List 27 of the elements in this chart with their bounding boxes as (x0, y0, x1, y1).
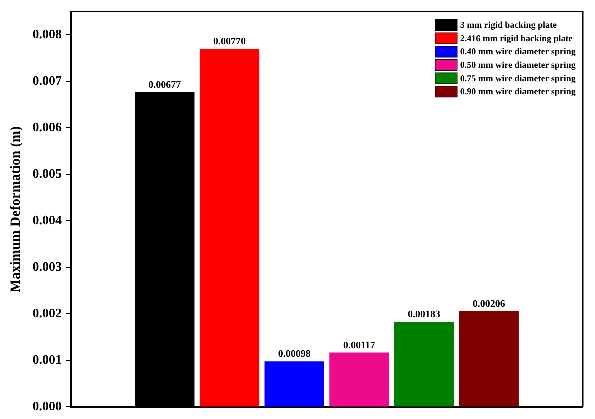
legend-label: 0.90 mm wire diameter spring (460, 86, 576, 97)
bar (459, 311, 519, 407)
data-label: 0.00117 (343, 340, 376, 352)
y-axis-title: Maximum Deformation (m) (9, 126, 24, 293)
legend-label: 3 mm rigid backing plate (460, 20, 557, 30)
y-tick-label: 0.008 (32, 26, 63, 42)
y-tick-label: 0.005 (32, 166, 63, 181)
legend-label: 0.40 mm wire diameter spring (460, 46, 576, 57)
data-label: 0.00183 (408, 310, 441, 321)
y-tick-label: 0.002 (32, 306, 62, 321)
legend-label: 2.416 mm rigid backing plate (460, 33, 573, 44)
bar (394, 322, 454, 407)
y-tick-label: 0.000 (32, 398, 62, 414)
y-tick-label: 0.007 (32, 72, 63, 88)
legend-label: 0.50 mm wire diameter spring (460, 60, 576, 70)
data-label: 0.00206 (472, 298, 506, 310)
bar (264, 362, 324, 407)
legend-label: 0.75 mm wire diameter spring (460, 73, 576, 84)
y-tick-label: 0.003 (32, 259, 63, 274)
y-tick-label: 0.001 (32, 352, 62, 368)
data-label: 0.00677 (148, 80, 182, 91)
data-label: 0.00098 (278, 349, 311, 360)
bar (330, 352, 390, 407)
bar (200, 49, 260, 407)
data-label: 0.00770 (214, 36, 246, 48)
y-tick-label: 0.006 (32, 119, 63, 134)
y-tick-label: 0.004 (32, 212, 63, 228)
